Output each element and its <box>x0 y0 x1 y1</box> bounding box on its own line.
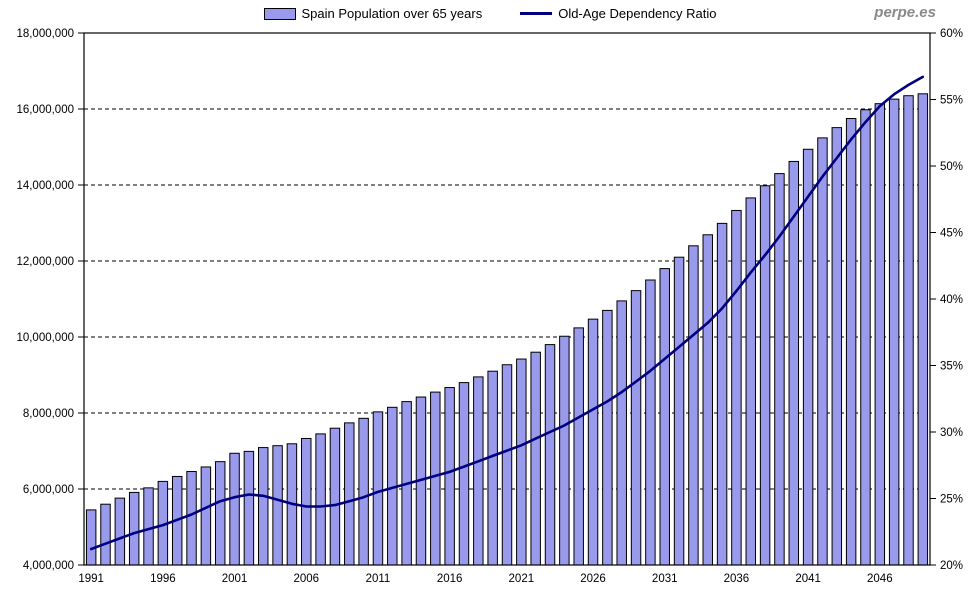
chart-legend: Spain Population over 65 years Old-Age D… <box>0 6 980 21</box>
bar-2006 <box>301 437 312 566</box>
bar-1995 <box>143 487 154 566</box>
right-axis-labels: 60% 55% 50% 45% 40% 35% 30% 25% 20% <box>930 28 963 572</box>
bar-1999 <box>200 466 212 566</box>
x-tick-label: 1991 <box>78 573 104 585</box>
right-tick-label: 25% <box>940 494 963 506</box>
bar-2042 <box>817 137 828 566</box>
bar-2034 <box>702 234 713 566</box>
bar-2028 <box>616 300 627 566</box>
bar-2029 <box>630 290 642 566</box>
legend-item-population: Spain Population over 65 years <box>263 6 483 21</box>
bar-2044 <box>845 118 857 566</box>
x-tick-label: 2041 <box>795 573 821 585</box>
left-tick-label: 16,000,000 <box>16 104 74 116</box>
right-tick-label: 50% <box>940 161 963 173</box>
bar-2031 <box>659 268 670 566</box>
bar-1994 <box>128 491 140 566</box>
bar-2015 <box>430 391 441 566</box>
legend-item-ratio: Old-Age Dependency Ratio <box>520 6 716 21</box>
x-tick-label: 2016 <box>437 573 463 585</box>
bar-2007 <box>315 433 326 566</box>
right-tick-label: 55% <box>940 95 963 107</box>
bar-2046 <box>874 103 886 566</box>
x-tick-label: 2021 <box>509 573 535 585</box>
right-tick-label: 40% <box>940 294 963 306</box>
bar-2047 <box>888 98 900 566</box>
x-tick-label: 2036 <box>724 573 750 585</box>
x-axis-labels: 1991 1996 2001 2006 2011 2016 2021 2026 2031 2036… <box>78 573 892 585</box>
bar-1992 <box>100 503 111 566</box>
bar-2043 <box>831 127 843 566</box>
x-tick-label: 2006 <box>293 573 319 585</box>
x-tick-label: 2026 <box>580 573 606 585</box>
bar-2041 <box>802 148 814 566</box>
bar-2035 <box>716 222 728 566</box>
bar-2010 <box>358 417 369 566</box>
bar-2003 <box>258 447 269 566</box>
watermark: perpe.es <box>874 4 936 21</box>
right-tick-label: 45% <box>940 228 963 240</box>
bar-2002 <box>243 450 255 566</box>
bar-2037 <box>745 197 756 566</box>
bar-1991 <box>85 509 97 566</box>
left-tick-label: 4,000,000 <box>23 560 74 572</box>
legend-label-population: Spain Population over 65 years <box>301 6 483 21</box>
right-tick-label: 20% <box>940 560 963 572</box>
bar-2019 <box>487 370 498 566</box>
bar-2016 <box>444 387 455 566</box>
bar-2020 <box>501 364 513 566</box>
bar-2033 <box>688 245 699 566</box>
bar-2011 <box>372 411 384 566</box>
legend-label-ratio: Old-Age Dependency Ratio <box>558 6 717 21</box>
bar-swatch-icon <box>263 7 296 20</box>
left-tick-label: 10,000,000 <box>16 332 74 344</box>
x-tick-label: 2001 <box>222 573 248 585</box>
bar-2018 <box>473 376 484 566</box>
left-tick-label: 6,000,000 <box>23 484 74 496</box>
bar-2027 <box>602 309 613 566</box>
x-tick-label: 2011 <box>366 573 391 585</box>
bar-1993 <box>114 497 126 566</box>
left-tick-label: 8,000,000 <box>23 408 74 420</box>
bar-2024 <box>559 335 570 566</box>
bar-2001 <box>229 452 240 566</box>
x-tick-label: 2046 <box>867 573 893 585</box>
bar-2017 <box>458 382 470 566</box>
left-axis-labels: 18,000,000 16,000,000 14,000,000 12,000,000… <box>16 28 84 572</box>
bar-2008 <box>329 427 341 566</box>
bar-2009 <box>344 422 355 566</box>
bar-2004 <box>272 445 283 566</box>
bar-2048 <box>903 95 914 566</box>
bar-2038 <box>759 185 771 566</box>
bar-2045 <box>860 109 871 566</box>
bar-2021 <box>516 358 527 566</box>
left-tick-label: 18,000,000 <box>16 28 74 40</box>
x-tick-label: 1996 <box>150 573 176 585</box>
bar-2000 <box>214 461 226 566</box>
bar-2022 <box>530 351 541 566</box>
bar-2049 <box>917 93 929 566</box>
right-tick-label: 30% <box>940 427 963 439</box>
bar-2025 <box>573 327 584 566</box>
x-tick-label: 2031 <box>652 573 678 585</box>
bar-2032 <box>673 256 685 566</box>
population-bars <box>85 93 929 566</box>
bar-2026 <box>587 318 599 566</box>
bar-2030 <box>645 279 656 566</box>
line-swatch-icon <box>520 12 553 15</box>
bar-2023 <box>544 344 556 566</box>
dependency-ratio-line <box>89 75 925 551</box>
right-tick-label: 60% <box>940 28 963 40</box>
right-tick-label: 35% <box>940 361 963 373</box>
bar-1998 <box>186 471 197 566</box>
left-tick-label: 14,000,000 <box>16 180 74 192</box>
bar-2036 <box>731 209 742 566</box>
left-tick-label: 12,000,000 <box>16 256 74 268</box>
